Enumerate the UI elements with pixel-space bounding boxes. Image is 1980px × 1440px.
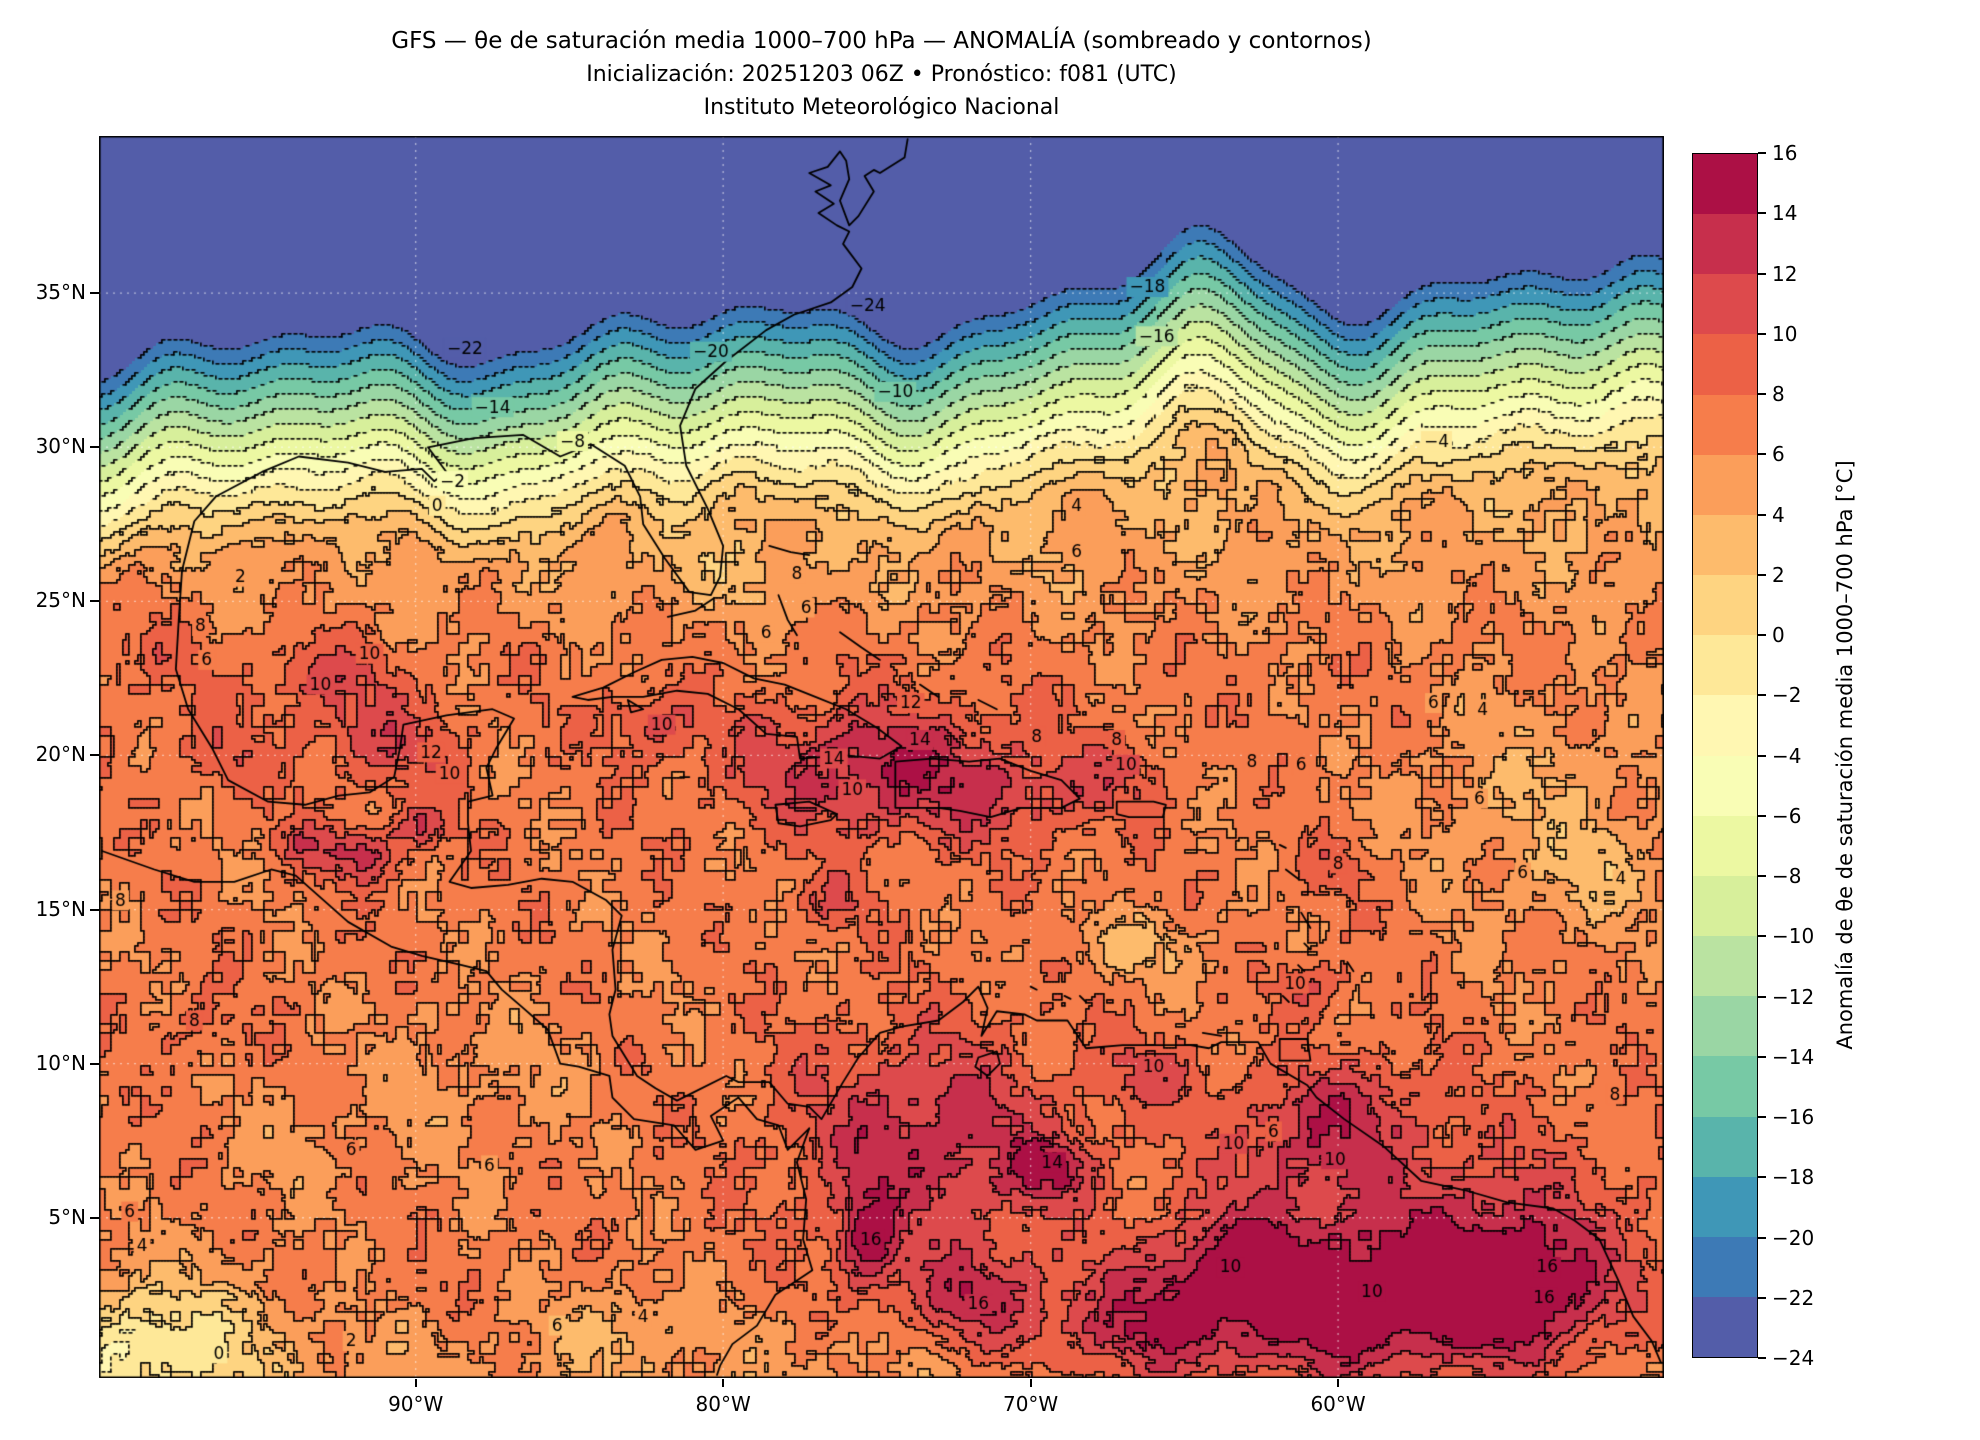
y-tick-label: 10°N [35,1050,86,1075]
x-tick-mark [414,1379,417,1387]
colorbar-tick-label: 10 [1772,321,1798,346]
colorbar-cell [1693,1296,1757,1358]
y-tick-mark [90,292,99,295]
colorbar-tick-mark [1758,332,1766,335]
colorbar [1692,153,1758,1358]
colorbar-tick-label: −2 [1772,683,1802,708]
colorbar-cell [1693,996,1757,1057]
colorbar-cell [1693,755,1757,816]
y-tick-mark [90,1216,99,1219]
figure-title: GFS — θe de saturación media 1000–700 hP… [99,24,1664,124]
y-tick-label: 20°N [35,742,86,767]
colorbar-tick-mark [1758,573,1766,576]
colorbar-tick-mark [1758,152,1766,154]
y-tick-label: 30°N [35,434,86,459]
colorbar-tick-mark [1758,272,1766,275]
y-tick-mark [90,446,99,449]
colorbar-tick-mark [1758,212,1766,215]
colorbar-tick-label: −14 [1772,1044,1815,1069]
colorbar-tick-label: −24 [1772,1346,1815,1370]
colorbar-tick-label: −8 [1772,864,1802,888]
colorbar-cell [1693,454,1757,515]
figure-title-line3: Instituto Meteorológico Nacional [703,95,1060,120]
colorbar-tick-label: −16 [1772,1105,1815,1129]
x-tick-label: 60°W [1310,1392,1366,1416]
colorbar-tick-mark [1758,814,1766,817]
x-tick-label: 90°W [388,1392,444,1416]
colorbar-tick-label: −20 [1772,1225,1815,1250]
figure-title-line1: GFS — θe de saturación media 1000–700 hP… [391,28,1372,54]
colorbar-cell [1693,154,1757,215]
colorbar-tick-label: 16 [1772,141,1798,165]
colorbar-tick-mark [1758,393,1766,395]
colorbar-tick-mark [1758,634,1766,636]
colorbar-tick-label: −6 [1772,803,1802,828]
colorbar-tick-mark [1758,513,1766,516]
anomaly-map-canvas [99,136,1664,1378]
colorbar-tick-mark [1758,1296,1766,1299]
colorbar-tick-mark [1758,935,1766,938]
colorbar-cell [1693,274,1757,335]
x-tick-mark [1029,1379,1032,1387]
y-tick-label: 5°N [48,1204,86,1229]
colorbar-cell [1693,695,1757,756]
y-tick-label: 25°N [35,588,86,613]
colorbar-cell [1693,575,1757,636]
colorbar-tick-label: −10 [1772,924,1815,949]
colorbar-cell [1693,214,1757,275]
colorbar-tick-mark [1758,1055,1766,1058]
colorbar-cell [1693,936,1757,997]
colorbar-tick-mark [1758,1176,1766,1179]
colorbar-tick-label: −12 [1772,984,1815,1009]
colorbar-axis-label: Anomalía de θe de saturación media 1000–… [1833,460,1857,1050]
colorbar-tick-label: 8 [1772,382,1785,406]
colorbar-tick-label: 14 [1772,201,1798,226]
colorbar-cell [1693,875,1757,937]
x-tick-mark [722,1379,725,1387]
colorbar-tick-mark [1758,694,1766,697]
colorbar-tick-mark [1758,995,1766,998]
colorbar-cell [1693,334,1757,395]
colorbar-tick-label: −22 [1772,1285,1815,1310]
colorbar-cell [1693,635,1757,696]
colorbar-cell [1693,1116,1757,1177]
colorbar-tick-label: 4 [1772,502,1785,527]
colorbar-tick-mark [1758,1357,1766,1359]
colorbar-tick-mark [1758,453,1766,456]
colorbar-tick-mark [1758,1236,1766,1239]
colorbar-tick-label: 6 [1772,442,1785,467]
x-tick-label: 80°W [695,1392,751,1416]
colorbar-tick-label: −4 [1772,743,1802,768]
colorbar-tick-label: −18 [1772,1165,1815,1190]
colorbar-tick-mark [1758,1116,1766,1118]
y-tick-mark [90,600,99,603]
y-tick-label: 35°N [35,280,86,305]
y-tick-mark [90,908,99,911]
colorbar-tick-mark [1758,754,1766,757]
colorbar-cell [1693,815,1757,876]
y-tick-mark [90,1062,99,1065]
colorbar-tick-label: 0 [1772,623,1785,647]
colorbar-tick-label: 12 [1772,261,1798,286]
colorbar-cell [1693,1056,1757,1117]
colorbar-cell [1693,1236,1757,1297]
y-tick-label: 15°N [35,896,86,921]
y-tick-mark [90,754,99,757]
colorbar-cell [1693,394,1757,455]
colorbar-tick-mark [1758,875,1766,877]
colorbar-cell [1693,1176,1757,1237]
colorbar-cell [1693,514,1757,576]
figure-title-line2: Inicialización: 20251203 06Z • Pronóstic… [586,62,1177,87]
x-tick-label: 70°W [1002,1392,1059,1416]
colorbar-tick-label: 2 [1772,562,1785,587]
x-tick-mark [1337,1379,1340,1387]
